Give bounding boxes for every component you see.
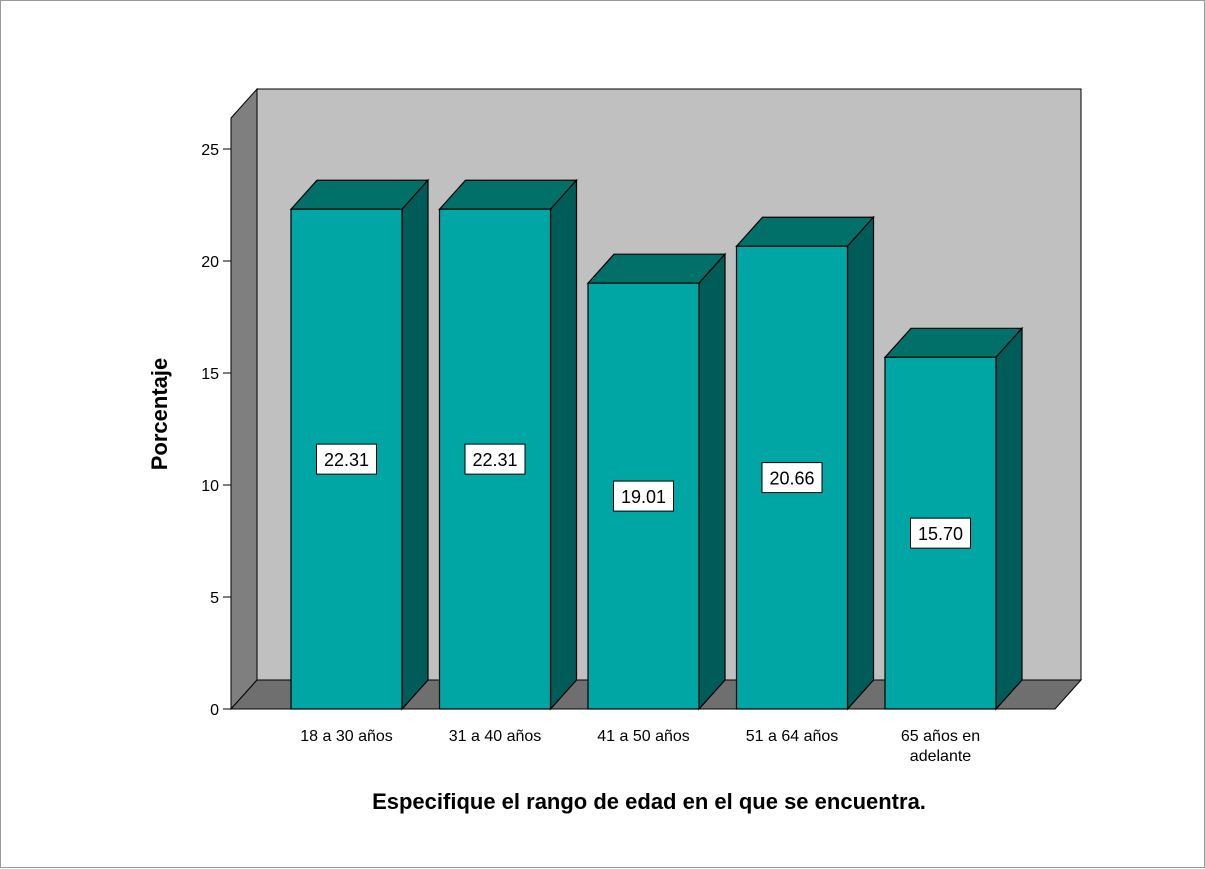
bar-side [549, 178, 578, 711]
y-axis: 0 5 10 15 20 25 [201, 142, 231, 719]
data-label: 20.66 [769, 469, 814, 489]
bar: 22.31 [438, 178, 578, 711]
data-label: 15.70 [918, 524, 963, 544]
data-label-box [910, 517, 971, 549]
x-tick-label: 51 a 64 años [746, 728, 839, 745]
bar: 20.66 [735, 215, 875, 711]
y-tick-label: 20 [201, 254, 219, 271]
data-label: 22.31 [472, 450, 517, 470]
bar: 15.70 [883, 326, 1024, 711]
x-tick-label: 31 a 40 años [449, 728, 542, 745]
y-axis-title: Porcentaje [147, 358, 172, 471]
x-tick-label: 41 a 50 años [597, 728, 690, 745]
data-label: 19.01 [621, 487, 666, 507]
y-tick-label: 25 [201, 142, 219, 159]
x-tick-label: 65 años en adelante [901, 728, 980, 765]
bar-side [401, 178, 429, 711]
bar: 22.31 [289, 178, 430, 711]
bar-side [995, 326, 1023, 711]
y-tick-label: 10 [201, 478, 219, 495]
data-label: 22.31 [324, 450, 369, 470]
x-tick-labels: 18 a 30 años 31 a 40 años 41 a 50 años 51 a… [300, 728, 980, 765]
data-label-box [316, 443, 377, 475]
y-tick-label: 15 [201, 366, 219, 383]
data-label-box [613, 480, 674, 512]
data-label-box [761, 462, 823, 494]
y-tick-label: 0 [210, 702, 219, 719]
y-tick-label: 5 [210, 590, 219, 607]
bar: 19.01 [586, 252, 727, 711]
x-axis-title: Especifique el rango de edad en el que s… [372, 789, 926, 814]
bars: 22.31 22.31 19.01 20.66 15.70 [289, 178, 1024, 711]
data-label-box [464, 443, 526, 475]
bar-side [698, 252, 726, 711]
side-wall [230, 87, 258, 711]
bar-side [846, 215, 875, 711]
x-tick-label: 18 a 30 años [300, 728, 393, 745]
